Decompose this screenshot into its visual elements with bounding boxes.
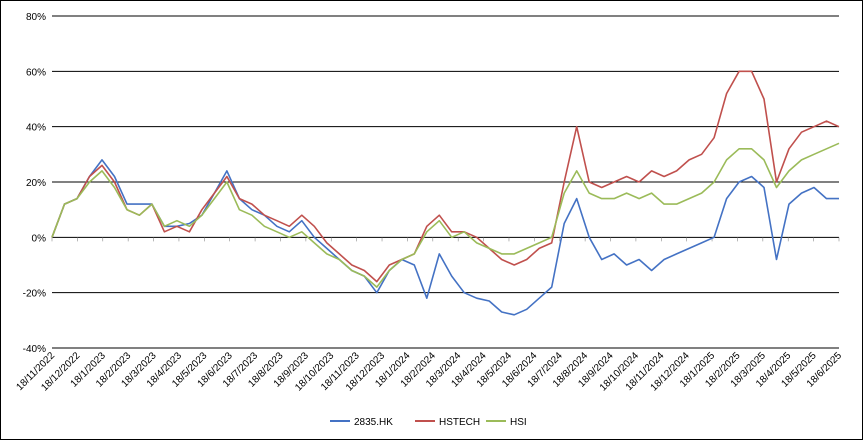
y-tick-label: 40% (26, 123, 46, 134)
legend-label: 2835.HK (354, 417, 393, 428)
legend-label: HSI (510, 417, 527, 428)
y-tick-label: -20% (23, 289, 46, 300)
y-tick-label: 20% (26, 178, 46, 189)
grid-lines (52, 15, 839, 349)
series-line-2835-hk (51, 159, 839, 316)
y-axis-ticks: -40% -20% 0% 20% 40% 60% 80% (23, 12, 46, 355)
x-axis-ticks: 18/11/202218/12/202218/1/202318/2/202318… (14, 237, 844, 394)
y-tick-label: 60% (26, 67, 46, 78)
y-tick-label: -40% (23, 344, 46, 355)
legend: 2835.HK HSTECH HSI (330, 417, 527, 428)
y-tick-label: 80% (26, 12, 46, 23)
series-lines (51, 70, 840, 316)
legend-label: HSTECH (439, 417, 480, 428)
series-line-hsi (51, 142, 840, 288)
y-tick-label: 0% (32, 233, 47, 244)
series-line-hstech (51, 70, 840, 283)
